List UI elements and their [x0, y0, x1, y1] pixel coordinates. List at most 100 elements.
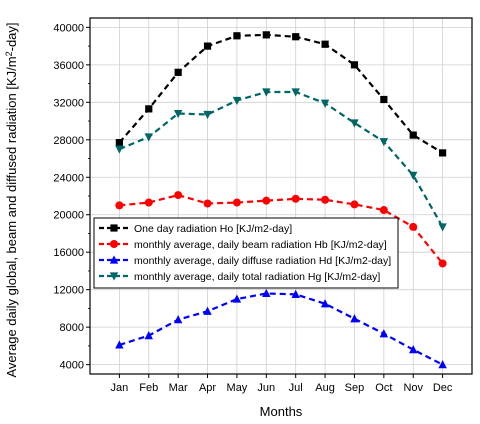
marker-triangle-up	[232, 294, 242, 303]
series-3	[115, 288, 447, 369]
series-2	[115, 191, 447, 268]
legend: One day radiation Ho [KJ/m2-day] monthly …	[93, 217, 399, 289]
series-line	[118, 90, 444, 228]
series-line	[119, 292, 444, 366]
marker-circle	[409, 222, 418, 231]
marker-square	[233, 32, 241, 40]
marker-circle	[110, 240, 118, 248]
legend-item: monthly average, daily diffuse radiation…	[99, 255, 391, 267]
marker-triangle-up	[438, 360, 447, 369]
marker-triangle-down	[173, 109, 183, 119]
x-tick-label: Sep	[345, 382, 365, 394]
marker-triangle-up	[350, 314, 359, 323]
marker-square	[174, 68, 182, 76]
marker-triangle-up	[173, 315, 183, 324]
legend-label: One day radiation Ho [KJ/m2-day]	[134, 223, 292, 235]
marker-circle	[262, 196, 271, 205]
x-tick-label: Jan	[111, 382, 129, 394]
y-axis-title-tail: -day]	[4, 22, 19, 51]
legend-label: monthly average, daily total radiation H…	[134, 271, 380, 283]
legend-label: monthly average, daily beam radiation Hb…	[134, 239, 387, 251]
marker-triangle-up	[262, 288, 271, 298]
y-tick-label: 12000	[53, 285, 84, 297]
marker-triangle-up	[379, 329, 389, 338]
marker-triangle-down	[409, 171, 418, 180]
marker-triangle-down	[109, 272, 119, 281]
legend-item: monthly average, daily beam radiation Hb…	[99, 239, 387, 251]
marker-square	[203, 42, 212, 50]
x-tick-label: Nov	[403, 382, 423, 394]
marker-triangle-up	[203, 306, 212, 315]
marker-circle	[232, 198, 241, 207]
marker-square	[115, 139, 123, 147]
marker-square	[409, 131, 417, 139]
x-tick-label: Feb	[139, 382, 158, 394]
marker-circle	[350, 200, 359, 209]
marker-triangle-down	[350, 119, 359, 128]
marker-triangle-up	[320, 299, 330, 308]
series-1	[115, 31, 447, 157]
marker-triangle-up	[409, 345, 418, 354]
marker-triangle-up	[291, 289, 300, 298]
y-tick-label: 8000	[60, 322, 84, 334]
y-tick-label: 36000	[53, 60, 84, 72]
marker-triangle-down	[262, 88, 271, 97]
y-tick-label: 16000	[53, 247, 84, 259]
marker-triangle-down	[232, 96, 242, 106]
marker-circle	[203, 199, 212, 208]
marker-square	[110, 224, 118, 232]
y-tick-label: 28000	[53, 135, 84, 147]
x-tick-label: May	[227, 382, 248, 394]
series-group	[115, 31, 447, 369]
marker-circle	[379, 206, 388, 215]
legend-label: monthly average, daily diffuse radiation…	[134, 255, 391, 267]
marker-triangle-down	[320, 99, 330, 108]
marker-circle	[115, 201, 124, 210]
marker-triangle-up	[144, 330, 153, 340]
y-axis-title-superscript: 2	[4, 51, 14, 56]
marker-square	[145, 105, 153, 113]
marker-square	[321, 40, 329, 48]
x-tick-label: Apr	[199, 382, 216, 394]
series-line	[119, 193, 444, 265]
marker-square	[292, 33, 300, 41]
marker-triangle-down	[203, 110, 212, 120]
marker-circle	[321, 195, 330, 204]
x-tick-label: Aug	[315, 382, 335, 394]
series-4	[115, 88, 447, 232]
x-tick-label: Oct	[375, 382, 392, 394]
marker-triangle-down	[438, 223, 447, 232]
y-tick-label: 20000	[53, 210, 84, 222]
x-tick-label: Dec	[433, 382, 453, 394]
legend-item: monthly average, daily total radiation H…	[99, 271, 380, 283]
marker-circle	[144, 198, 153, 207]
marker-triangle-up	[109, 255, 119, 264]
marker-triangle-up	[115, 340, 124, 349]
legend-item: One day radiation Ho [KJ/m2-day]	[99, 223, 292, 235]
marker-square	[439, 149, 447, 157]
marker-circle	[291, 194, 300, 203]
y-axis-title-main: Average daily global, beam and diffused …	[4, 56, 19, 377]
marker-circle	[438, 259, 447, 268]
marker-circle	[174, 191, 183, 200]
x-tick-label: Jul	[289, 382, 303, 394]
marker-triangle-down	[115, 145, 124, 154]
legend-box	[93, 217, 399, 289]
marker-square	[380, 95, 388, 104]
x-tick-label: Jun	[257, 382, 275, 394]
marker-triangle-down	[291, 88, 300, 97]
x-tick-label: Mar	[169, 382, 188, 394]
y-axis-title: Average daily global, beam and diffused …	[4, 22, 19, 377]
y-tick-label: 4000	[60, 360, 84, 372]
marker-square	[350, 61, 359, 69]
y-tick-label: 32000	[53, 97, 84, 109]
marker-triangle-down	[144, 133, 153, 142]
y-tick-label: 24000	[53, 172, 84, 184]
x-axis-title: Months	[260, 404, 303, 419]
marker-square	[262, 31, 270, 39]
axis-ticks: 4000 8000 12000 16000 20000 24000 28000 32000 36…	[53, 22, 452, 394]
marker-triangle-down	[379, 138, 389, 147]
series-line	[118, 33, 444, 154]
